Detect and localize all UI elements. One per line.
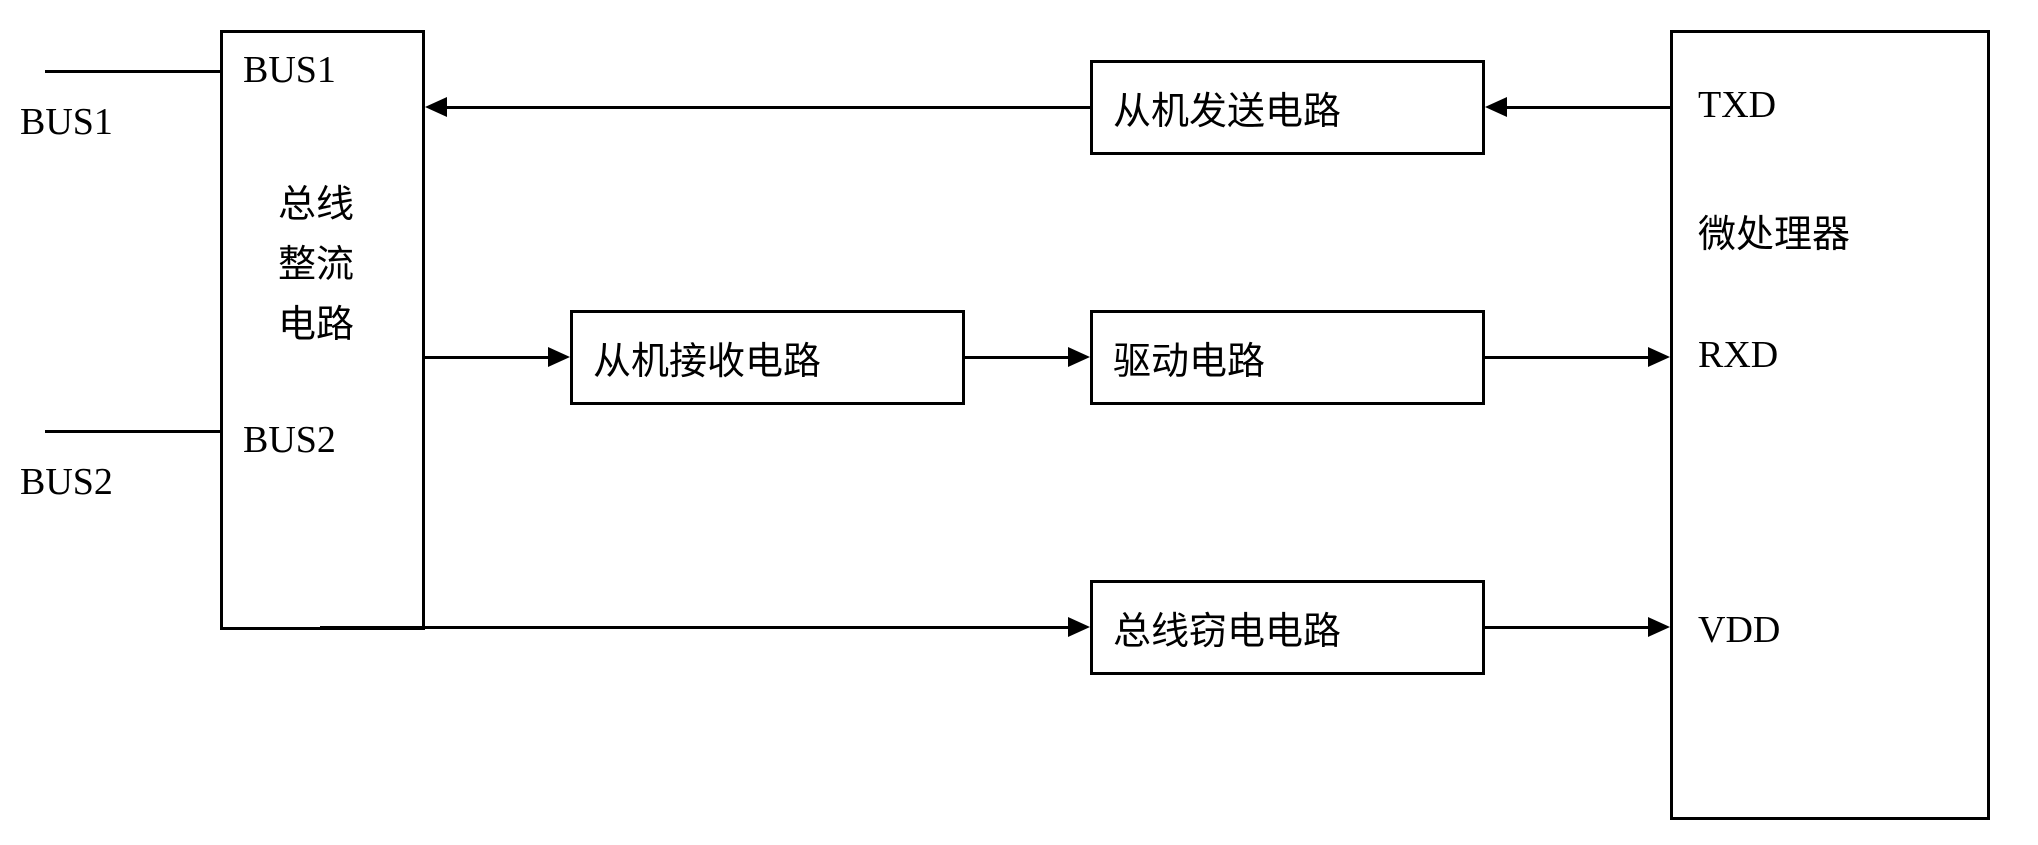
arrow-steal-to-mpu bbox=[1648, 617, 1670, 637]
driver-box: 驱动电路 bbox=[1090, 310, 1485, 405]
arrow-slaverx-to-driver bbox=[1068, 347, 1090, 367]
arrow-rect-to-slaverx bbox=[548, 347, 570, 367]
mpu-txd: TXD bbox=[1698, 83, 1776, 127]
rectifier-pin-bus1: BUS1 bbox=[243, 48, 336, 92]
external-bus1-line bbox=[45, 70, 220, 73]
rectifier-pin-bus2: BUS2 bbox=[243, 418, 336, 462]
bus-rectifier-box: BUS1 总线 整流 电路 BUS2 bbox=[220, 30, 425, 630]
external-bus2-line bbox=[45, 430, 220, 433]
arrow-mpu-to-slavetx bbox=[1485, 97, 1507, 117]
edge-rect-to-steal-h bbox=[320, 626, 1068, 629]
slave-rx-label: 从机接收电路 bbox=[593, 330, 821, 385]
mpu-rxd: RXD bbox=[1698, 333, 1778, 377]
arrow-slavetx-to-rect bbox=[425, 97, 447, 117]
rectifier-title-l1: 总线 bbox=[278, 173, 354, 228]
arrow-rect-to-steal bbox=[1068, 617, 1090, 637]
edge-slaverx-to-driver bbox=[965, 356, 1068, 359]
external-bus1-label: BUS1 bbox=[20, 100, 113, 144]
rectifier-title-l2: 整流 bbox=[278, 233, 354, 288]
edge-rect-to-slaverx bbox=[425, 356, 548, 359]
bus-steal-box: 总线窃电电路 bbox=[1090, 580, 1485, 675]
bus-steal-label: 总线窃电电路 bbox=[1113, 600, 1341, 655]
mpu-vdd: VDD bbox=[1698, 608, 1780, 652]
edge-slavetx-to-rect bbox=[447, 106, 1090, 109]
edge-driver-to-mpu bbox=[1485, 356, 1648, 359]
edge-steal-to-mpu bbox=[1485, 626, 1648, 629]
slave-tx-box: 从机发送电路 bbox=[1090, 60, 1485, 155]
mpu-box: TXD 微处理器 RXD VDD bbox=[1670, 30, 1990, 820]
edge-mpu-to-slavetx bbox=[1507, 106, 1670, 109]
mpu-title: 微处理器 bbox=[1698, 203, 1850, 258]
slave-tx-label: 从机发送电路 bbox=[1113, 80, 1341, 135]
arrow-driver-to-mpu bbox=[1648, 347, 1670, 367]
rectifier-title-l3: 电路 bbox=[278, 293, 354, 348]
slave-rx-box: 从机接收电路 bbox=[570, 310, 965, 405]
diagram-canvas: BUS1 BUS2 BUS1 总线 整流 电路 BUS2 从机发送电路 从机接收… bbox=[0, 0, 2038, 845]
external-bus2-label: BUS2 bbox=[20, 460, 113, 504]
driver-label: 驱动电路 bbox=[1113, 330, 1265, 385]
